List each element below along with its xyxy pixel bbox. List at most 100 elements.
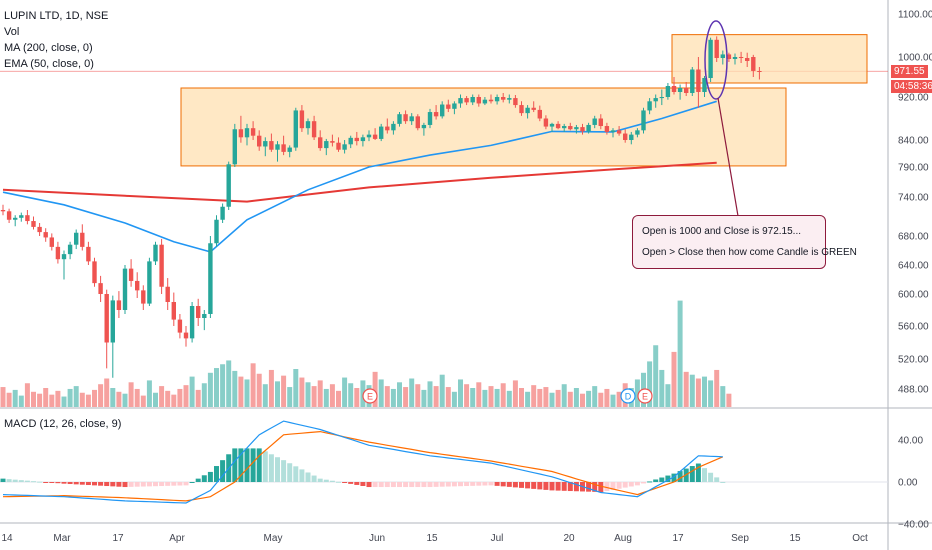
macd-histogram-bar: [519, 482, 524, 488]
macd-histogram-bar: [329, 480, 335, 482]
candle-body: [55, 246, 61, 260]
volume-bar: [439, 374, 445, 407]
marker-label: D: [625, 392, 632, 402]
volume-bar: [116, 391, 122, 407]
volume-bar: [671, 351, 677, 407]
volume-bar: [128, 382, 134, 407]
main-legend: LUPIN LTD, 1D, NSE Vol MA (200, close, 0…: [4, 8, 108, 72]
macd-histogram-bar: [567, 482, 573, 492]
macd-histogram-bar: [37, 481, 43, 483]
volume-bar: [24, 383, 30, 407]
macd-tick-label: 0.00: [898, 478, 918, 489]
volume-bar: [531, 385, 537, 407]
callout-connector: [717, 97, 739, 217]
macd-histogram-bar: [92, 482, 97, 486]
volume-bar: [311, 386, 317, 407]
symbol-label[interactable]: LUPIN LTD, 1D, NSE: [4, 10, 109, 22]
volume-bar: [512, 380, 518, 407]
time-axis[interactable]: 14 Mar 17 Apr May Jun 15 Jul 20 Aug 17 Sep 15 Oct: [1, 533, 868, 544]
price-tick-label: 680.00: [898, 232, 929, 243]
candle-body: [379, 126, 384, 139]
marker-circle: [637, 388, 653, 404]
candle-body: [226, 164, 231, 207]
candle-body: [305, 121, 311, 129]
volume-bar: [134, 388, 140, 407]
volume-bar: [262, 384, 268, 407]
price-tick-label: 1000.00: [898, 53, 932, 64]
candle-body: [257, 135, 262, 147]
volume-bar: [683, 371, 689, 407]
candle-body: [31, 221, 36, 227]
candle-body: [342, 144, 347, 150]
price-axis[interactable]: 1100.00 1000.00 920.00 840.00 790.00 740.00 68…: [898, 10, 932, 531]
volume-bar: [250, 363, 256, 407]
macd-histogram-bar: [140, 482, 146, 487]
volume-bar: [122, 393, 128, 407]
candle-body: [171, 302, 176, 320]
price-tick-label: 740.00: [898, 193, 929, 204]
volume-bar: [293, 369, 299, 407]
candle-body: [86, 246, 91, 262]
annotation-callout[interactable]: Open is 1000 and Close is 972.15... Open…: [632, 215, 857, 269]
price-tick-label: 920.00: [898, 93, 929, 104]
candle-body: [696, 69, 701, 92]
candle-body: [720, 54, 725, 58]
macd-histogram-bar: [171, 482, 177, 486]
volume-bar: [336, 390, 341, 407]
candle-body: [647, 101, 652, 111]
candle-body: [366, 134, 372, 138]
macd-histogram-bar: [262, 451, 268, 482]
macd-histogram-bar: [6, 479, 12, 482]
candle-body: [128, 268, 134, 281]
candle-body: [104, 294, 109, 343]
macd-histogram-bar: [287, 463, 293, 482]
macd-histogram-bar: [439, 482, 445, 487]
macd-histogram-bar: [195, 478, 201, 482]
candle-body: [403, 114, 408, 122]
macd-histogram-bar: [220, 460, 226, 482]
candle-body: [208, 243, 213, 314]
candle-body: [525, 107, 530, 114]
macd-histogram-bar: [702, 468, 707, 482]
macd-histogram-bar: [110, 482, 116, 487]
macd-histogram-bar: [317, 478, 323, 482]
volume-bar: [421, 389, 427, 407]
candle-body: [299, 110, 305, 129]
ema-label[interactable]: EMA (50, close, 0): [4, 58, 94, 70]
candle-body: [397, 114, 402, 124]
macd-histogram-bar: [153, 482, 158, 487]
candle-body: [214, 219, 219, 244]
macd-histogram-bar: [586, 482, 592, 492]
volume-bar: [561, 384, 567, 407]
macd-histogram-bar: [354, 482, 360, 485]
volume-bar: [494, 388, 500, 407]
candle-body: [238, 129, 244, 138]
candle-body: [440, 104, 445, 117]
candle-body: [629, 134, 634, 140]
candle-body: [641, 110, 646, 131]
price-tick-label: 520.00: [898, 355, 929, 366]
volume-bar: [342, 377, 348, 407]
candle-body: [202, 314, 207, 318]
candle-body: [61, 254, 67, 260]
candle-body: [92, 261, 97, 284]
vol-label[interactable]: Vol: [4, 26, 20, 38]
volume-bar: [665, 384, 671, 407]
macd-label[interactable]: MACD (12, 26, close, 9): [4, 418, 122, 430]
candle-body: [409, 116, 414, 122]
candle-body: [476, 97, 481, 104]
candle-body: [635, 130, 640, 135]
candle-body: [458, 98, 463, 104]
macd-histogram-bar: [616, 482, 622, 489]
candle-body: [232, 129, 237, 165]
candle-body: [494, 97, 500, 102]
macd-histogram-bar: [573, 482, 579, 492]
candle-body: [433, 112, 439, 117]
macd-histogram-bar: [708, 472, 714, 482]
marker-label: E: [642, 392, 648, 402]
ma-label[interactable]: MA (200, close, 0): [4, 42, 93, 54]
volume-bar: [372, 371, 378, 407]
volume-bar: [702, 376, 707, 407]
volume-bar: [476, 382, 482, 407]
